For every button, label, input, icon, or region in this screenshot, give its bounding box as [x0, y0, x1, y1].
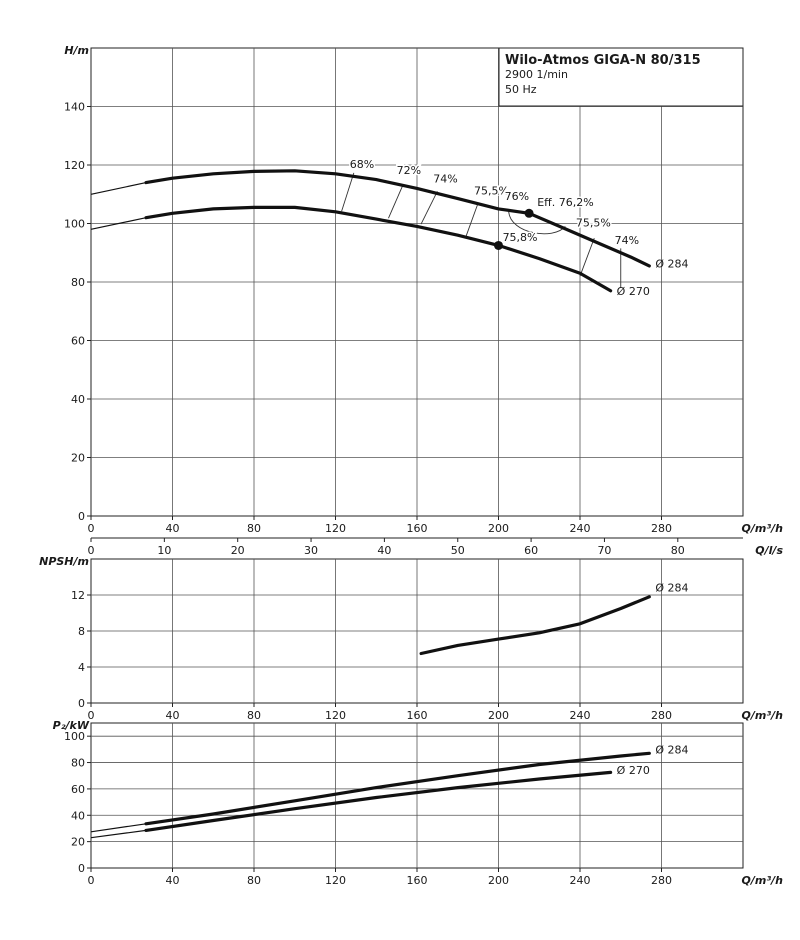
head-ytick-label-60: 60 — [71, 335, 85, 348]
head-xtick-label-80: 80 — [247, 522, 261, 535]
npsh-x-axis-title: Q/m³/h — [742, 709, 784, 722]
npsh-series-label-284: Ø 284 — [655, 581, 688, 594]
npsh-xtick-label-40: 40 — [166, 709, 180, 722]
head-ytick-label-40: 40 — [71, 393, 85, 406]
efficiency-line-76-loop — [508, 211, 566, 235]
annotation-label-6: 75,5% — [576, 216, 611, 229]
npsh-ytick-label-8: 8 — [78, 625, 85, 638]
head-xtick-label-160: 160 — [407, 522, 428, 535]
npsh-xtick-label-240: 240 — [570, 709, 591, 722]
secondary-tick-label-0: 0 — [88, 544, 95, 557]
annotation-label-8: 75,8% — [503, 231, 538, 244]
efficiency-line-1 — [388, 185, 404, 219]
secondary-tick-label-10: 10 — [157, 544, 171, 557]
power-ytick-label-0: 0 — [78, 862, 85, 875]
npsh-ytick-label-12: 12 — [71, 589, 85, 602]
head-ytick-label-20: 20 — [71, 452, 85, 465]
head-series-270-line — [144, 205, 613, 293]
head-xtick-label-0: 0 — [88, 522, 95, 535]
power-series-284-line — [144, 751, 651, 826]
secondary-tick-label-50: 50 — [451, 544, 465, 557]
secondary-tick-label-60: 60 — [524, 544, 538, 557]
efficiency-line-2 — [420, 191, 438, 225]
annotation-label-4: 76% — [505, 190, 529, 203]
power-series-270-line — [144, 770, 613, 832]
head-series-284-thin-segment — [90, 182, 147, 195]
head-series-284-line — [144, 169, 651, 268]
secondary-tick-label-20: 20 — [231, 544, 245, 557]
efficiency-line-4 — [579, 237, 595, 277]
annotation-label-3: 75,5% — [474, 184, 509, 197]
head-ytick-label-80: 80 — [71, 276, 85, 289]
power-series-270-thin-segment — [90, 829, 147, 839]
power-ytick-label-60: 60 — [71, 783, 85, 796]
power-xtick-label-0: 0 — [88, 874, 95, 887]
npsh-ytick-label-4: 4 — [78, 661, 85, 674]
npsh-xtick-label-160: 160 — [407, 709, 428, 722]
efficiency-line-0 — [341, 172, 355, 212]
head-ytick-label-140: 140 — [64, 101, 85, 114]
secondary-tick-label-40: 40 — [377, 544, 391, 557]
operating-point-marker-1 — [494, 240, 503, 250]
head-xtick-label-240: 240 — [570, 522, 591, 535]
head-xtick-label-200: 200 — [488, 522, 509, 535]
npsh-series-284-line — [419, 595, 651, 656]
power-ytick-label-40: 40 — [71, 809, 85, 822]
head-xtick-label-120: 120 — [325, 522, 346, 535]
npsh-ytick-label-0: 0 — [78, 697, 85, 710]
head-series-270-thin-segment — [90, 217, 147, 230]
legend-speed: 2900 1/min — [505, 68, 568, 81]
annotation-label-1: 72% — [397, 164, 421, 177]
annotation-label-9: Ø 284 — [655, 257, 688, 270]
secondary-tick-label-80: 80 — [671, 544, 685, 557]
annotation-label-10: Ø 270 — [617, 285, 650, 298]
legend-frequency: 50 Hz — [505, 83, 537, 96]
power-series-label-270: Ø 270 — [617, 764, 650, 777]
secondary-tick-label-70: 70 — [597, 544, 611, 557]
power-xtick-label-280: 280 — [651, 874, 672, 887]
annotation-label-5: Eff. 76,2% — [537, 196, 593, 209]
npsh-xtick-label-280: 280 — [651, 709, 672, 722]
power-ytick-label-100: 100 — [64, 730, 85, 743]
power-ytick-label-80: 80 — [71, 757, 85, 770]
power-xtick-label-80: 80 — [247, 874, 261, 887]
head-ytick-label-120: 120 — [64, 159, 85, 172]
npsh-y-axis-title: NPSH/m — [39, 555, 89, 568]
annotation-label-2: 74% — [433, 173, 457, 186]
power-xtick-label-120: 120 — [325, 874, 346, 887]
power-xtick-label-40: 40 — [166, 874, 180, 887]
head-ytick-label-0: 0 — [78, 510, 85, 523]
annotation-label-7: 74% — [615, 234, 639, 247]
legend-box — [498, 47, 744, 107]
npsh-xtick-label-80: 80 — [247, 709, 261, 722]
secondary-tick-label-30: 30 — [304, 544, 318, 557]
head-x-axis-title: Q/m³/h — [742, 522, 784, 535]
power-series-284-thin-segment — [90, 823, 147, 833]
head-xtick-label-40: 40 — [166, 522, 180, 535]
head-y-axis-title: H/m — [64, 44, 89, 57]
annotation-label-0: 68% — [350, 158, 374, 171]
power-xtick-label-200: 200 — [488, 874, 509, 887]
legend-title: Wilo-Atmos GIGA-N 80/315 — [505, 53, 701, 68]
power-xtick-label-240: 240 — [570, 874, 591, 887]
power-xtick-label-160: 160 — [407, 874, 428, 887]
power-y-axis-title: P₂/kW — [53, 719, 90, 732]
operating-point-marker-0 — [524, 208, 534, 218]
head-xtick-label-280: 280 — [651, 522, 672, 535]
head-ytick-label-100: 100 — [64, 218, 85, 231]
npsh-xtick-label-200: 200 — [488, 709, 509, 722]
npsh-xtick-label-120: 120 — [325, 709, 346, 722]
power-x-axis-title: Q/m³/h — [742, 874, 784, 887]
power-ytick-label-20: 20 — [71, 836, 85, 849]
power-series-label-284: Ø 284 — [655, 743, 688, 756]
efficiency-line-3 — [465, 202, 479, 237]
secondary-axis-title: Q/l/s — [755, 544, 783, 557]
npsh-xtick-label-0: 0 — [88, 709, 95, 722]
